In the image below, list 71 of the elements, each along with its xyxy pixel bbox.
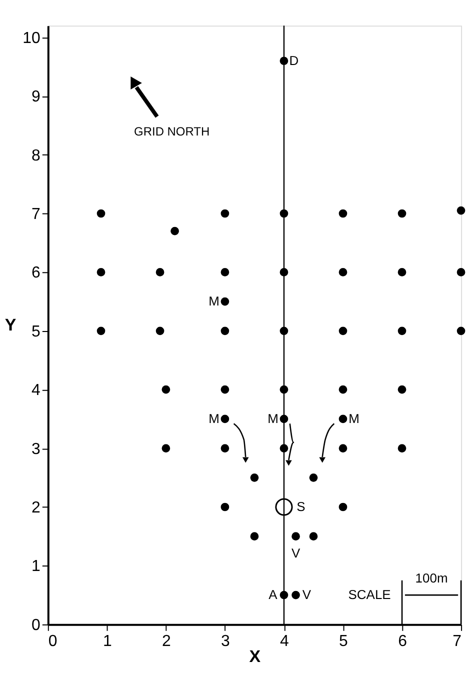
y-tick-label: 1	[32, 558, 41, 576]
point	[250, 473, 259, 482]
annotation: SCALE	[348, 587, 392, 602]
annotation: M	[208, 410, 220, 426]
x-tick-label: 0	[48, 632, 58, 650]
point	[338, 209, 348, 218]
y-tick-label: 9	[32, 88, 41, 106]
point	[309, 532, 318, 541]
point	[338, 502, 348, 512]
annotation: S	[296, 498, 306, 514]
annotation: M	[348, 410, 360, 426]
point	[250, 532, 259, 541]
point	[162, 385, 170, 394]
point	[170, 226, 179, 236]
point	[292, 532, 300, 541]
y-tick-label: 7	[32, 206, 41, 223]
x-tick-label: 3	[221, 632, 230, 650]
annotation: GRID NORTH	[134, 124, 210, 138]
y-tick-label: 10	[22, 30, 41, 47]
point	[456, 206, 466, 215]
point	[220, 502, 230, 512]
annotation: V	[291, 545, 300, 560]
point	[156, 326, 164, 336]
point	[398, 326, 406, 336]
x-tick-label: 1	[102, 632, 112, 650]
annotation: 100m	[415, 570, 448, 586]
y-axis-title: Y	[4, 316, 17, 335]
point	[338, 414, 348, 424]
point	[398, 385, 406, 394]
point	[398, 444, 406, 452]
y-tick-label: 0	[32, 616, 41, 634]
point	[96, 209, 106, 218]
x-tick-label: 6	[398, 632, 408, 650]
point	[398, 268, 406, 276]
point	[220, 385, 230, 394]
point	[338, 444, 348, 452]
y-tick-label: 5	[32, 323, 41, 340]
annotation: A	[268, 587, 278, 602]
point	[456, 326, 466, 336]
y-tick-label: 2	[32, 499, 41, 516]
point	[275, 498, 293, 516]
point	[338, 385, 348, 394]
point	[338, 326, 348, 336]
point	[96, 326, 106, 336]
point	[456, 268, 466, 276]
point	[162, 444, 170, 452]
point	[96, 268, 106, 276]
point	[220, 444, 230, 452]
point	[220, 326, 230, 336]
x-tick-label: 5	[339, 632, 348, 650]
annotation: D	[289, 52, 299, 68]
point	[309, 473, 318, 482]
point	[398, 209, 406, 218]
y-tick-label: 4	[32, 382, 41, 400]
point	[156, 268, 164, 276]
point	[220, 209, 230, 218]
annotation: M	[208, 294, 220, 309]
x-axis-title: X	[249, 646, 262, 666]
annotation: V	[302, 587, 312, 602]
annotation: M	[268, 410, 278, 426]
x-tick-label: 2	[162, 632, 171, 650]
x-tick-label: 7	[452, 632, 462, 650]
point	[292, 590, 300, 600]
x-tick-label: 4	[280, 632, 290, 650]
point	[220, 414, 230, 424]
y-tick-label: 6	[32, 264, 41, 282]
y-tick-label: 8	[32, 147, 41, 164]
point	[220, 268, 230, 276]
y-tick-label: 3	[32, 440, 41, 458]
point	[338, 268, 348, 276]
point	[220, 297, 230, 306]
